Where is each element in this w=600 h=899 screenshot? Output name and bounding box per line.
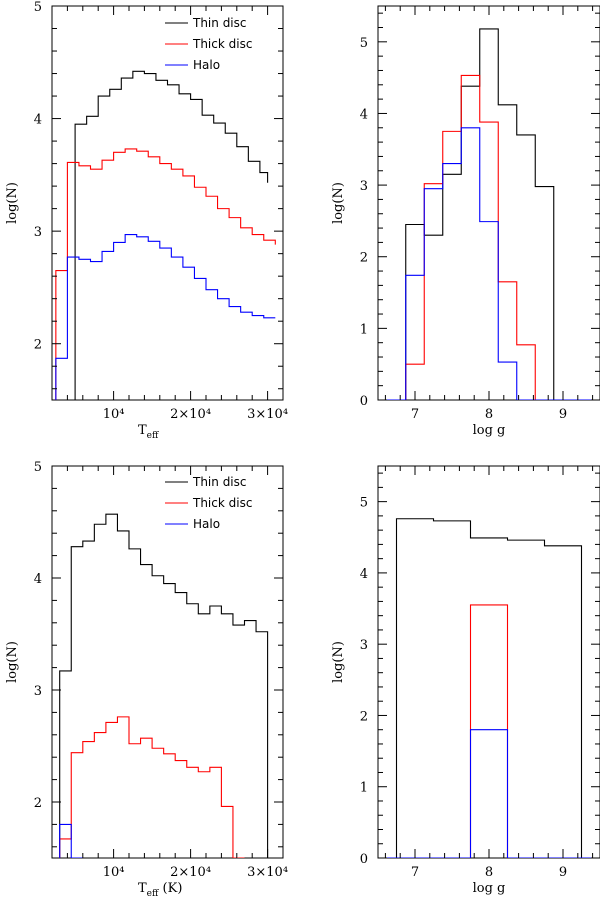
y-tick-label: 2: [360, 709, 368, 724]
x-tick-label: 8: [485, 865, 493, 880]
series-thick-disc: [378, 74, 600, 400]
y-axis-title: log(N): [5, 182, 20, 224]
panel-top-left: 10⁴ 2×10⁴ 3×10⁴ 2 3 4 5 log(N) Teff Thin disc Thic…: [5, 0, 288, 441]
x-tick-label: 2×10⁴: [170, 865, 211, 880]
y-tick-label: 2: [360, 251, 368, 266]
series-thin-disc: [59, 513, 269, 858]
legend-label: Thick disc: [192, 496, 252, 510]
x-tick-label: 3×10⁴: [247, 865, 288, 880]
x-tick-label: 7: [411, 865, 419, 880]
series-thin-disc: [378, 518, 600, 858]
plot-frame: [51, 5, 284, 401]
x-tick-label: 7: [411, 407, 419, 422]
x-axis-title: log g: [473, 881, 506, 896]
panel-bottom-left: 10⁴ 2×10⁴ 3×10⁴ 2 3 4 5 log(N) Teff (K) Thin disc…: [5, 460, 288, 899]
plot-frame: [377, 5, 600, 401]
x-tick-label: 10⁴: [103, 865, 125, 880]
plot-frame: [51, 465, 284, 859]
panel-bottom-right: 7 8 9 0 1 2 3 4 5 log(N) log g: [331, 465, 600, 896]
y-tick-label: 3: [360, 179, 368, 194]
y-axis-title: log(N): [5, 641, 20, 683]
y-tick-label: 2: [34, 796, 42, 811]
x-tick-label: 8: [485, 407, 493, 422]
x-tick-label: 10⁴: [103, 407, 125, 422]
y-axis-title: log(N): [331, 182, 346, 224]
x-tick-label: 2×10⁴: [170, 407, 211, 422]
y-tick-label: 5: [34, 0, 42, 15]
series-halo: [55, 233, 276, 400]
y-tick-label: 5: [34, 460, 42, 475]
legend-label: Thick disc: [192, 37, 252, 51]
x-axis-title: Teff (K): [138, 881, 182, 899]
y-tick-label: 3: [360, 638, 368, 653]
series-thick-disc: [55, 148, 276, 400]
y-tick-label: 5: [360, 496, 368, 511]
y-tick-label: 4: [360, 107, 368, 122]
series-halo: [378, 729, 600, 858]
legend-label: Halo: [193, 58, 220, 72]
y-tick-label: 2: [34, 338, 42, 353]
series-thin-disc: [74, 70, 269, 400]
series-halo: [59, 823, 83, 858]
series-halo: [378, 127, 600, 400]
y-tick-label: 0: [360, 852, 368, 867]
x-axis-title: log g: [473, 423, 506, 438]
y-tick-label: 0: [360, 394, 368, 409]
y-tick-label: 1: [360, 322, 368, 337]
y-axis-title: log(N): [331, 641, 346, 683]
legend-label: Thin disc: [192, 475, 247, 489]
y-tick-label: 3: [34, 225, 42, 240]
y-tick-label: 4: [360, 567, 368, 582]
series-thick-disc: [378, 604, 600, 858]
x-axis-title: Teff: [138, 423, 159, 441]
x-tick-label: 9: [559, 865, 567, 880]
legend-label: Halo: [193, 517, 220, 531]
plot-frame: [377, 465, 600, 859]
series-thin-disc: [378, 28, 600, 400]
series-thick-disc: [59, 716, 245, 858]
x-tick-label: 3×10⁴: [247, 407, 288, 422]
panel-top-right: 7 8 9 0 1 2 3 4 5 log(N) log g: [331, 5, 600, 438]
x-tick-label: 9: [559, 407, 567, 422]
y-tick-label: 4: [34, 113, 42, 128]
legend-label: Thin disc: [192, 16, 247, 30]
y-tick-label: 3: [34, 684, 42, 699]
y-tick-label: 4: [34, 572, 42, 587]
y-tick-label: 5: [360, 36, 368, 51]
y-tick-label: 1: [360, 781, 368, 796]
